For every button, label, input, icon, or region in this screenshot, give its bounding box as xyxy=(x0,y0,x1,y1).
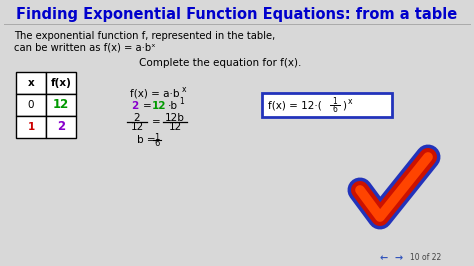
Text: 6: 6 xyxy=(155,139,160,148)
Text: x: x xyxy=(348,97,353,106)
Text: 2: 2 xyxy=(134,113,140,123)
Text: 12: 12 xyxy=(152,101,166,111)
Text: 1: 1 xyxy=(27,122,35,132)
Text: Finding Exponential Function Equations: from a table: Finding Exponential Function Equations: … xyxy=(17,6,457,22)
Text: →: → xyxy=(395,253,403,263)
Text: f(x) = 12·(: f(x) = 12·( xyxy=(268,100,322,110)
Bar xyxy=(46,94,76,116)
Text: =: = xyxy=(152,117,160,127)
Text: The exponential function f, represented in the table,: The exponential function f, represented … xyxy=(14,31,275,41)
Text: ): ) xyxy=(342,100,346,110)
Text: ←: ← xyxy=(380,253,388,263)
Text: x: x xyxy=(27,78,35,88)
Text: 12: 12 xyxy=(53,98,69,111)
Text: 1: 1 xyxy=(155,132,160,142)
Text: b =: b = xyxy=(137,135,159,145)
Text: ·b: ·b xyxy=(168,101,178,111)
Text: 12: 12 xyxy=(130,122,144,132)
Text: =: = xyxy=(143,101,155,111)
Bar xyxy=(16,116,46,138)
Text: 1: 1 xyxy=(179,98,184,106)
Text: x: x xyxy=(182,85,186,94)
Text: can be written as f(x) = a·bˣ: can be written as f(x) = a·bˣ xyxy=(14,43,155,53)
Text: 0: 0 xyxy=(28,100,34,110)
Bar xyxy=(16,72,46,94)
Text: 12b: 12b xyxy=(165,113,185,123)
Text: 2: 2 xyxy=(57,120,65,134)
Text: 2: 2 xyxy=(131,101,138,111)
Text: 1: 1 xyxy=(333,98,337,106)
Text: 6: 6 xyxy=(333,105,337,114)
Bar xyxy=(46,72,76,94)
Bar xyxy=(46,116,76,138)
Text: f(x): f(x) xyxy=(51,78,72,88)
Bar xyxy=(16,94,46,116)
Text: f(x) = a·b: f(x) = a·b xyxy=(130,88,180,98)
FancyBboxPatch shape xyxy=(262,93,392,117)
Text: 10 of 22: 10 of 22 xyxy=(410,253,442,263)
Text: 12: 12 xyxy=(168,122,182,132)
Text: Complete the equation for f(x).: Complete the equation for f(x). xyxy=(139,58,301,68)
